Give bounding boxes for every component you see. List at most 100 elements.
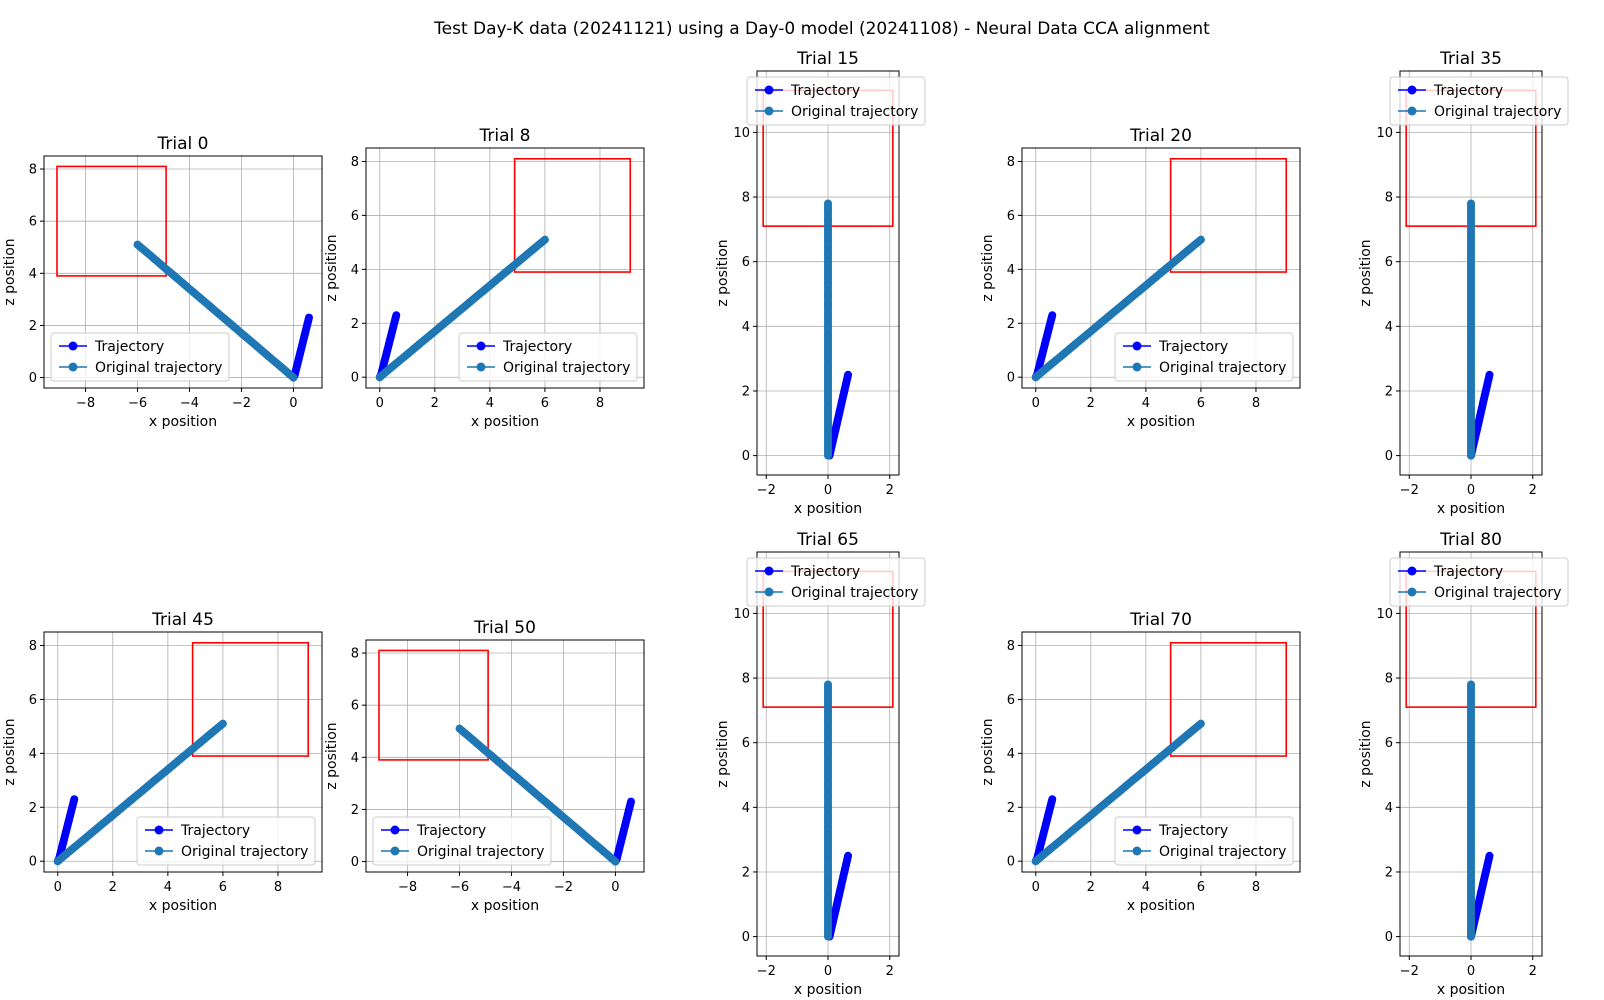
subplot-grid: −8 −6 −4 −2 0 0 2 4 6 8 Trial 0 x position z positio… [2,49,1569,998]
legend-label: Trajectory [94,339,164,355]
legend-marker [1132,341,1142,351]
legend-label: Trajectory [416,823,486,839]
data-point [1467,680,1475,689]
legend: Trajectory Original trajectory [1114,332,1294,382]
legend-label: Trajectory [180,823,250,839]
subplot-title: Trial 50 [473,618,536,638]
legend-label: Original trajectory [181,844,308,860]
plot-area [53,641,310,866]
y-tick-label: 2 [742,384,750,399]
x-tick-label: −2 [554,880,573,895]
x-tick-label: −6 [128,396,147,411]
subplot-7: −2 0 2 0 2 4 6 8 10 Trial 65 x position z position T… [715,530,926,998]
subplot-0: −8 −6 −4 −2 0 0 2 4 6 8 Trial 0 x position z positio… [2,134,323,430]
series-original-trajectory [824,199,832,460]
legend-marker [1132,825,1142,835]
legend-frame [746,557,926,607]
x-axis-label: x position [1437,501,1505,517]
target-region-box [513,157,632,273]
y-axis-label: z position [980,234,996,301]
y-tick-label: 6 [29,693,37,708]
y-tick-label: 8 [742,672,750,687]
series-original-trajectory [455,724,620,866]
series-trajectory [611,797,636,866]
legend-label: Trajectory [790,564,860,580]
legend-label: Trajectory [1158,823,1228,839]
plot-area [56,165,314,382]
axes-frame [365,147,645,389]
y-tick-label: 4 [1385,320,1393,335]
series-original-trajectory [53,719,227,866]
legend-marker [1407,106,1417,116]
figure-suptitle: Test Day-K data (20241121) using a Day-0… [433,19,1210,39]
legend-frame [458,332,638,382]
legend-label: Trajectory [1158,339,1228,355]
subplot-title: Trial 20 [1129,126,1192,146]
subplot-title: Trial 0 [157,134,209,154]
subplot-9: −2 0 2 0 2 4 6 8 10 Trial 80 x position z position T… [1358,530,1569,998]
y-tick-label: 8 [29,639,37,654]
legend-label: Original trajectory [1434,104,1561,120]
y-tick-label: 2 [29,319,37,334]
legend-marker [154,846,164,856]
x-tick-label: 6 [219,880,227,895]
x-tick-label: −2 [1400,964,1419,979]
subplot-title: Trial 45 [151,610,214,630]
y-tick-label: 4 [1385,801,1393,816]
subplot-title: Trial 70 [1129,610,1192,630]
series-original-trajectory [824,680,832,941]
y-axis-label: z position [324,234,340,301]
x-tick-label: 0 [1467,483,1475,498]
y-tick-label: 4 [1007,747,1015,762]
legend-marker [1132,846,1142,856]
x-tick-label: 2 [1087,396,1095,411]
target-region-box [1169,641,1288,757]
x-tick-label: 8 [1252,396,1260,411]
legend-label: Trajectory [1433,564,1503,580]
y-tick-label: 0 [29,855,37,870]
legend-frame [746,76,926,126]
legend: Trajectory Original trajectory [1114,816,1294,866]
y-tick-label: 6 [351,209,359,224]
x-axis-label: x position [794,982,862,998]
plot-area [1405,570,1537,941]
x-tick-label: 4 [486,396,494,411]
legend-marker [1407,566,1417,576]
data-point [1196,719,1205,728]
legend: Trajectory Original trajectory [746,76,926,126]
x-tick-label: 4 [1142,396,1150,411]
y-tick-label: 2 [742,865,750,880]
y-tick-label: 10 [733,607,750,622]
x-tick-label: −2 [1400,483,1419,498]
y-tick-label: 6 [29,215,37,230]
x-axis-label: x position [149,898,217,914]
plot-area [1405,89,1537,460]
legend-marker [764,587,774,597]
x-axis-label: x position [149,414,217,430]
y-tick-label: 0 [1385,449,1393,464]
data-point [540,235,549,244]
y-tick-label: 6 [351,699,359,714]
legend-marker [764,566,774,576]
legend-frame [136,816,316,866]
plot-area [762,570,894,941]
legend: Trajectory Original trajectory [1389,76,1569,126]
subplot-6: −8 −6 −4 −2 0 0 2 4 6 8 Trial 50 x position z positi… [324,618,645,914]
legend-label: Original trajectory [791,585,918,601]
x-axis-label: x position [471,898,539,914]
y-tick-label: 4 [742,320,750,335]
legend: Trajectory Original trajectory [746,557,926,607]
y-tick-label: 4 [1007,263,1015,278]
y-axis-label: z position [324,722,340,789]
plot-area [375,157,632,382]
legend-frame [1114,332,1294,382]
legend-label: Original trajectory [503,360,630,376]
legend-marker [1407,587,1417,597]
x-tick-label: 6 [1197,396,1205,411]
y-tick-label: 8 [351,647,359,662]
subplot-title: Trial 35 [1439,49,1502,69]
legend-marker [154,825,164,835]
y-axis-label: z position [2,718,18,785]
y-tick-label: 8 [29,163,37,178]
plot-area [1031,641,1288,866]
